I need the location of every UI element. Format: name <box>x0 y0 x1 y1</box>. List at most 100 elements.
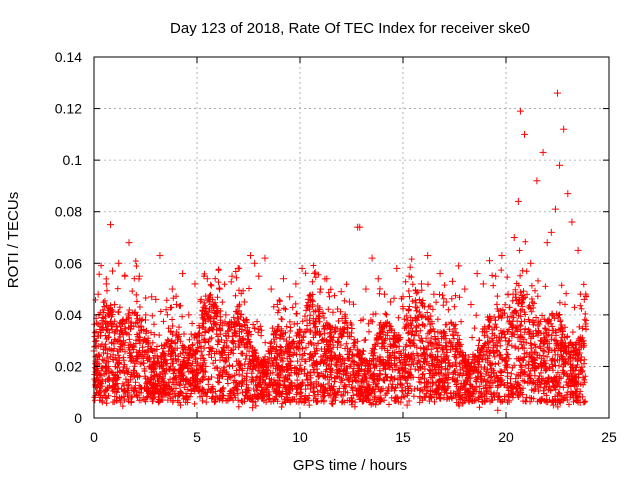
data-point <box>212 396 220 404</box>
data-point <box>102 280 110 288</box>
x-tick-label: 10 <box>292 429 308 445</box>
data-point <box>273 301 281 309</box>
data-point <box>580 295 588 303</box>
data-point <box>374 275 382 283</box>
data-point <box>125 239 133 247</box>
data-point <box>144 378 152 386</box>
data-point <box>317 285 325 293</box>
data-point <box>533 177 541 185</box>
x-axis-title: GPS time / hours <box>293 457 407 474</box>
y-tick-label: 0.1 <box>63 152 83 168</box>
data-point <box>142 316 149 324</box>
y-tick-label: 0.08 <box>55 204 82 220</box>
data-point <box>109 267 117 275</box>
data-point <box>172 301 180 309</box>
x-tick-label: 5 <box>193 429 201 445</box>
data-point <box>261 254 269 262</box>
dense-point-cloud-path <box>91 238 590 411</box>
data-point <box>418 280 426 288</box>
data-point <box>131 308 139 316</box>
data-point <box>537 396 545 404</box>
data-point <box>106 221 114 229</box>
chart-title: Day 123 of 2018, Rate Of TEC Index for r… <box>170 20 530 37</box>
data-point <box>191 280 199 288</box>
data-point <box>473 270 481 278</box>
data-point <box>121 272 129 280</box>
y-tick-label: 0.06 <box>55 255 82 271</box>
data-point <box>298 264 306 272</box>
data-point <box>514 197 522 205</box>
data-point <box>403 401 411 409</box>
data-point <box>543 239 551 247</box>
data-point <box>234 264 242 272</box>
data-point <box>111 301 119 309</box>
data-point <box>576 399 584 407</box>
y-tick-label: 0.12 <box>55 101 82 117</box>
data-point <box>310 270 318 278</box>
data-point <box>247 252 255 260</box>
data-point <box>385 383 393 391</box>
data-point <box>249 404 257 412</box>
data-point <box>337 391 345 399</box>
data-point <box>467 301 475 309</box>
data-point <box>319 388 327 396</box>
data-point <box>387 298 395 306</box>
data-point <box>430 290 438 298</box>
data-point <box>494 406 502 414</box>
y-tick-label: 0.02 <box>55 358 82 374</box>
data-point <box>568 218 576 226</box>
data-point <box>286 293 294 301</box>
data-point <box>177 401 185 409</box>
data-point <box>98 313 106 321</box>
data-point <box>479 280 487 288</box>
data-point <box>323 275 331 283</box>
data-point <box>393 264 401 272</box>
dense-point-cloud <box>91 238 590 411</box>
data-point <box>267 285 275 293</box>
data-point <box>551 205 559 213</box>
data-point <box>366 396 374 404</box>
data-point <box>510 234 518 241</box>
data-point <box>135 272 143 280</box>
data-point <box>292 280 300 288</box>
data-point <box>560 125 568 133</box>
x-tick-label: 15 <box>395 429 411 445</box>
data-point <box>300 399 308 407</box>
data-point <box>564 388 572 396</box>
data-point <box>280 275 288 283</box>
data-point <box>523 393 531 401</box>
data-point <box>94 290 102 298</box>
x-tick-label: 0 <box>90 429 98 445</box>
data-point <box>508 383 516 391</box>
data-point <box>152 295 160 303</box>
data-point <box>230 386 238 394</box>
data-point <box>162 306 170 314</box>
data-point <box>368 254 376 262</box>
data-point <box>284 393 292 401</box>
x-tick-label: 20 <box>498 429 514 445</box>
data-point <box>255 272 263 280</box>
data-point <box>168 285 176 293</box>
data-point <box>104 375 112 383</box>
data-point <box>228 272 236 280</box>
data-point <box>216 285 224 293</box>
data-point <box>424 252 432 260</box>
data-point <box>197 295 205 303</box>
data-point <box>251 259 259 267</box>
y-tick-label: 0.14 <box>55 49 82 65</box>
data-point <box>356 223 364 231</box>
data-point <box>127 399 135 407</box>
data-point <box>477 388 485 396</box>
data-point <box>459 399 467 407</box>
data-point <box>265 380 273 388</box>
data-point <box>160 391 168 399</box>
data-point <box>461 285 469 293</box>
data-point <box>337 288 345 296</box>
data-point <box>203 275 211 283</box>
data-point <box>554 89 561 97</box>
data-point <box>498 252 506 260</box>
data-point <box>436 270 444 278</box>
y-axis-title: ROTI / TECUs <box>5 192 22 288</box>
data-point <box>492 272 500 280</box>
x-tick-label: 25 <box>601 429 617 445</box>
